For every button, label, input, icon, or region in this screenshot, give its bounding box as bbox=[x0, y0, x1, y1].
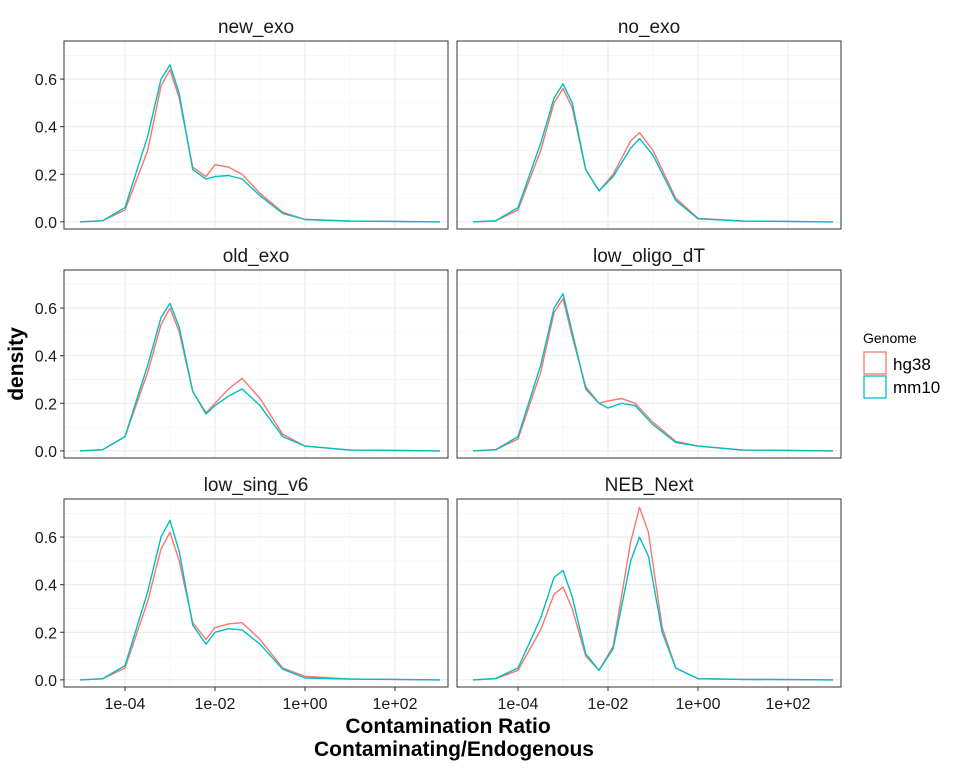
x-tick-label: 1e+00 bbox=[283, 696, 328, 713]
x-tick-label: 1e-04 bbox=[498, 696, 539, 713]
legend-label-hg38: hg38 bbox=[893, 355, 931, 374]
panel-background bbox=[457, 499, 841, 687]
legend-title: Genome bbox=[863, 330, 917, 346]
facet-title: low_oligo_dT bbox=[593, 246, 705, 267]
facet-title: new_exo bbox=[218, 17, 294, 38]
x-tick-label: 1e+02 bbox=[766, 696, 811, 713]
y-tick-label: 0.4 bbox=[35, 120, 57, 137]
y-tick-label: 0.4 bbox=[35, 578, 57, 595]
x-tick-label: 1e-02 bbox=[588, 696, 629, 713]
density-line-mm10 bbox=[472, 536, 834, 681]
panel-border bbox=[456, 269, 842, 459]
density-line-mm10 bbox=[79, 64, 441, 223]
facet-panel: no_exo bbox=[456, 17, 842, 230]
x-tick-label: 1e+02 bbox=[373, 696, 418, 713]
facet-title: no_exo bbox=[618, 17, 680, 38]
panel-border bbox=[456, 498, 842, 688]
y-tick-label: 0.2 bbox=[35, 396, 57, 413]
y-tick-label: 0.0 bbox=[35, 444, 57, 461]
panel-border bbox=[63, 269, 449, 459]
x-tick-label: 1e-04 bbox=[105, 696, 146, 713]
panel-background bbox=[64, 41, 448, 229]
legend: Genome hg38 mm10 bbox=[863, 330, 940, 399]
x-tick-label: 1e+00 bbox=[676, 696, 721, 713]
density-line-hg38 bbox=[79, 531, 441, 681]
density-line-mm10 bbox=[79, 302, 441, 452]
panel-background bbox=[64, 270, 448, 458]
panel-border bbox=[63, 498, 449, 688]
facet-panel: low_sing_v6 0.0 0.2 0.4 0.6 1e-04 1e-02 1e+00 1e… bbox=[35, 475, 449, 713]
x-axis-title-line1: Contamination Ratio bbox=[345, 715, 550, 738]
y-tick-label: 0.0 bbox=[35, 673, 57, 690]
x-axis-title-line2: Contaminating/Endogenous bbox=[314, 738, 594, 761]
legend-key-hg38 bbox=[863, 351, 887, 375]
panel-background bbox=[457, 270, 841, 458]
legend-key-mm10 bbox=[863, 375, 887, 399]
legend-label-mm10: mm10 bbox=[893, 378, 940, 397]
facet-title: NEB_Next bbox=[605, 475, 694, 496]
facet-panel: NEB_Next 1e-04 1e-02 1e+00 1e+02 bbox=[456, 475, 842, 713]
density-line-mm10 bbox=[472, 293, 834, 452]
y-tick-label: 0.6 bbox=[35, 530, 57, 547]
panel-border bbox=[63, 40, 449, 230]
panel-background bbox=[457, 41, 841, 229]
y-tick-label: 0.6 bbox=[35, 301, 57, 318]
y-tick-label: 0.6 bbox=[35, 72, 57, 89]
y-tick-label: 0.4 bbox=[35, 349, 57, 366]
y-tick-label: 0.2 bbox=[35, 167, 57, 184]
facet-panels: new_exo 0.0 0.2 0.4 0.6 no_exo old_exo 0.0 0.2 0.… bbox=[35, 17, 842, 713]
panel-border bbox=[456, 40, 842, 230]
y-tick-label: 0.0 bbox=[35, 215, 57, 232]
panel-background bbox=[64, 499, 448, 687]
facet-panel: old_exo 0.0 0.2 0.4 0.6 bbox=[35, 246, 449, 461]
density-line-mm10 bbox=[79, 519, 441, 681]
x-tick-label: 1e-02 bbox=[195, 696, 236, 713]
y-tick-label: 0.2 bbox=[35, 625, 57, 642]
facet-title: low_sing_v6 bbox=[204, 475, 309, 496]
facet-panel: new_exo 0.0 0.2 0.4 0.6 bbox=[35, 17, 449, 232]
y-axis-title: density bbox=[5, 327, 28, 401]
facet-panel: low_oligo_dT bbox=[456, 246, 842, 459]
facet-title: old_exo bbox=[223, 246, 290, 267]
density-line-mm10 bbox=[472, 83, 834, 223]
